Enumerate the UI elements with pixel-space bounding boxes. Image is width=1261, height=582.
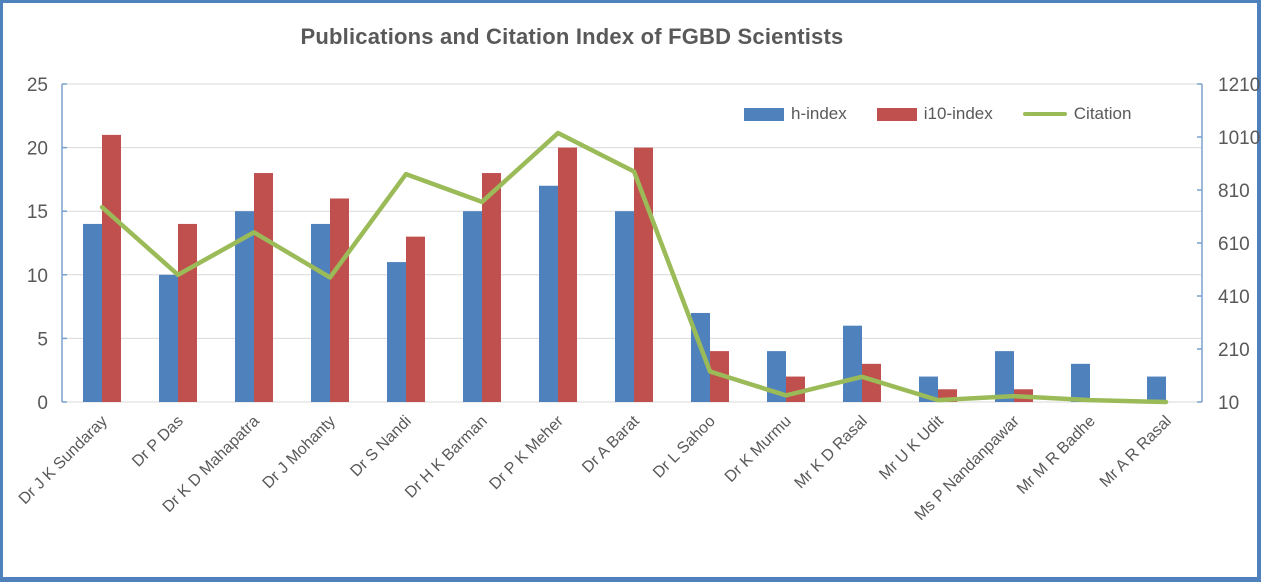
i10-index-swatch-icon bbox=[876, 107, 917, 121]
h-index-bar bbox=[83, 223, 102, 402]
h-index-swatch-icon bbox=[744, 107, 784, 121]
h-index-bar bbox=[1147, 376, 1166, 402]
x-axis-category-label: Mr M R Badhe bbox=[1014, 413, 1099, 498]
right-axis-tick-label: 1210 bbox=[1218, 75, 1260, 96]
right-axis-tick-label: 1010 bbox=[1218, 128, 1260, 149]
h-index-bar bbox=[159, 274, 178, 402]
x-axis-category-label: Dr S Nandi bbox=[347, 413, 414, 480]
x-axis-category-label: Dr A Barat bbox=[579, 412, 643, 476]
left-axis-tick-label: 20 bbox=[27, 139, 48, 160]
i10-index-bar bbox=[406, 236, 425, 402]
i10-index-bar bbox=[330, 198, 349, 402]
legend-item-h-index: h-index bbox=[744, 104, 847, 124]
left-axis-tick-label: 0 bbox=[37, 393, 48, 414]
x-axis-category-label: Dr J K Sundaray bbox=[16, 413, 111, 508]
i10-index-bar bbox=[862, 363, 881, 402]
legend-label-citation: Citation bbox=[1073, 104, 1132, 123]
x-axis-category-label: Dr P Das bbox=[129, 413, 187, 471]
left-axis-tick-label: 15 bbox=[27, 202, 48, 223]
i10-index-bar bbox=[558, 147, 577, 402]
i10-index-bar bbox=[254, 173, 273, 402]
x-axis-category-label: Dr H K Barman bbox=[402, 413, 491, 502]
h-index-bar bbox=[1071, 363, 1090, 402]
x-axis-category-label: Mr A R Rasal bbox=[1097, 413, 1175, 491]
h-index-bar bbox=[843, 325, 862, 402]
x-axis-category-label: Dr J Mohanty bbox=[260, 413, 339, 492]
legend-item-i10-index: i10-index bbox=[876, 104, 993, 124]
right-axis-tick-label: 10 bbox=[1218, 393, 1239, 414]
h-index-bar bbox=[615, 211, 634, 402]
i10-index-bar bbox=[178, 223, 197, 402]
left-axis-tick-label: 25 bbox=[27, 75, 48, 96]
citation-line bbox=[99, 130, 1169, 405]
x-axis-category-label: Dr L Sahoo bbox=[650, 413, 719, 482]
right-axis-tick-label: 210 bbox=[1218, 340, 1250, 361]
i10-index-bar bbox=[102, 134, 121, 402]
legend-item-citation: Citation bbox=[1022, 104, 1132, 124]
i10-index-bar bbox=[634, 147, 653, 402]
x-axis-category-label: Mr K D Rasal bbox=[792, 413, 871, 492]
right-axis-tick-label: 610 bbox=[1218, 234, 1250, 255]
legend: h-index i10-index Citation bbox=[744, 104, 1131, 124]
right-axis-tick-label: 410 bbox=[1218, 287, 1250, 308]
h-index-bar bbox=[463, 211, 482, 402]
h-index-bar bbox=[539, 185, 558, 402]
h-index-bar bbox=[387, 262, 406, 402]
left-axis-tick-label: 10 bbox=[27, 266, 48, 287]
x-axis-category-label: Dr P K Meher bbox=[486, 412, 567, 493]
x-axis-category-label: Dr K Murmu bbox=[722, 413, 795, 486]
h-index-bar bbox=[311, 223, 330, 402]
h-index-bar bbox=[235, 211, 254, 402]
right-axis-tick-label: 810 bbox=[1218, 181, 1250, 202]
legend-label-i10-index: i10-index bbox=[923, 104, 993, 123]
x-axis-category-label: Mr U K Udit bbox=[876, 412, 947, 483]
h-index-bar bbox=[995, 351, 1014, 402]
chart-title: Publications and Citation Index of FGBD … bbox=[300, 24, 844, 49]
left-axis-tick-label: 5 bbox=[37, 329, 48, 350]
i10-index-bar bbox=[482, 173, 501, 402]
citation-line-swatch-icon bbox=[1022, 112, 1067, 116]
legend-label-h-index: h-index bbox=[791, 104, 847, 123]
